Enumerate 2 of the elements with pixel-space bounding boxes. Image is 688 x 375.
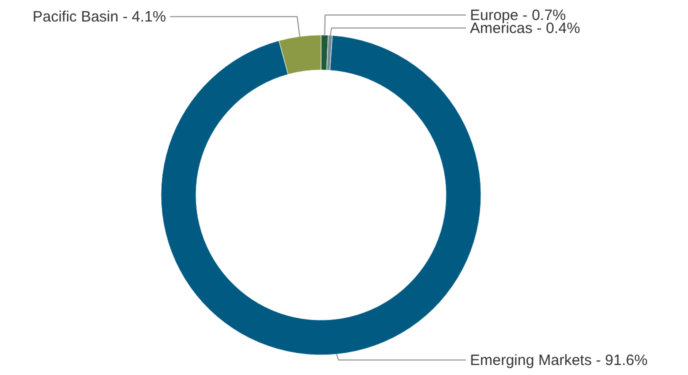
slice-label: Pacific Basin - 4.1% [32,8,166,26]
slice-label: Emerging Markets - 91.6% [470,352,648,369]
